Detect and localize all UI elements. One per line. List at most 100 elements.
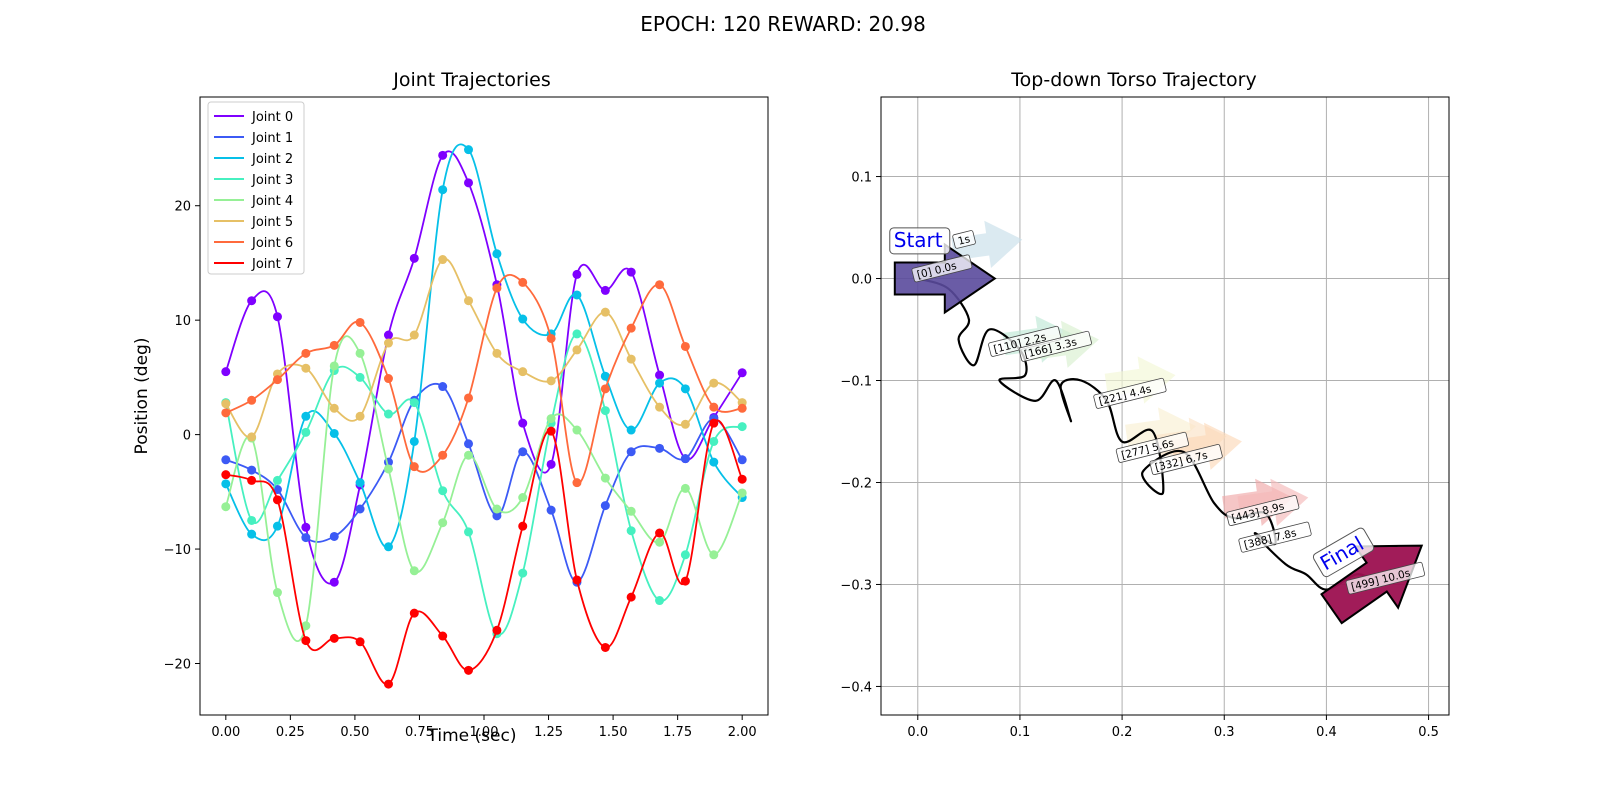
data-point-joint-4 bbox=[301, 621, 311, 631]
data-point-joint-6 bbox=[221, 408, 231, 418]
data-point-joint-6 bbox=[737, 403, 747, 413]
data-point-joint-5 bbox=[680, 419, 690, 429]
data-point-joint-5 bbox=[709, 378, 719, 388]
data-point-joint-6 bbox=[709, 402, 719, 412]
waypoint-label-text: 1s bbox=[957, 233, 972, 248]
data-point-joint-5 bbox=[329, 403, 339, 413]
y-tick-label: 0.0 bbox=[851, 273, 872, 288]
data-point-joint-0 bbox=[301, 522, 311, 532]
data-point-joint-5 bbox=[221, 399, 231, 409]
x-tick-label: 0.2 bbox=[1112, 725, 1133, 740]
data-point-joint-6 bbox=[546, 333, 556, 343]
x-tick-label: 0.75 bbox=[405, 725, 434, 740]
x-tick-label: 1.00 bbox=[470, 725, 499, 740]
data-point-joint-0 bbox=[655, 370, 665, 380]
x-tick-label: 0.0 bbox=[907, 725, 928, 740]
data-point-joint-7 bbox=[709, 418, 719, 428]
data-point-joint-6 bbox=[329, 340, 339, 350]
x-tick-label: 0.1 bbox=[1010, 725, 1031, 740]
data-point-joint-3 bbox=[572, 329, 582, 339]
waypoint-label-box bbox=[911, 254, 973, 283]
data-point-joint-3 bbox=[626, 526, 636, 536]
data-point-joint-7 bbox=[329, 633, 339, 643]
data-point-joint-4 bbox=[272, 588, 282, 598]
data-point-joint-3 bbox=[709, 436, 719, 446]
y-tick-label: 0 bbox=[183, 429, 191, 444]
data-point-joint-3 bbox=[355, 372, 365, 382]
waypoint-label-box bbox=[952, 230, 976, 249]
waypoint-label: [388] 7.8s bbox=[1238, 521, 1312, 553]
data-point-joint-2 bbox=[680, 384, 690, 394]
legend-entry-joint-1: Joint 1 bbox=[251, 131, 293, 146]
data-point-joint-3 bbox=[600, 406, 610, 416]
data-point-joint-7 bbox=[355, 637, 365, 647]
data-point-joint-4 bbox=[600, 473, 610, 483]
y-tick-label: −0.4 bbox=[840, 680, 872, 695]
data-point-joint-7 bbox=[383, 679, 393, 689]
data-point-joint-7 bbox=[301, 636, 311, 646]
data-point-joint-5 bbox=[492, 348, 502, 358]
data-point-joint-7 bbox=[247, 475, 257, 485]
data-point-joint-6 bbox=[438, 450, 448, 460]
data-point-joint-2 bbox=[626, 425, 636, 435]
data-point-joint-2 bbox=[383, 542, 393, 552]
joint-trajectories-title: Joint Trajectories bbox=[392, 69, 550, 91]
data-point-joint-1 bbox=[221, 455, 231, 465]
data-point-joint-4 bbox=[655, 537, 665, 547]
data-point-joint-3 bbox=[301, 427, 311, 437]
waypoint-label-box bbox=[1149, 444, 1223, 476]
data-point-joint-3 bbox=[247, 515, 257, 525]
data-point-joint-7 bbox=[464, 665, 474, 675]
data-point-joint-2 bbox=[709, 457, 719, 467]
data-point-joint-4 bbox=[680, 483, 690, 493]
legend-entry-joint-3: Joint 3 bbox=[251, 173, 293, 188]
data-point-joint-7 bbox=[438, 631, 448, 641]
data-point-joint-7 bbox=[221, 470, 231, 480]
data-point-joint-4 bbox=[464, 450, 474, 460]
data-point-joint-7 bbox=[518, 521, 528, 531]
legend-box bbox=[207, 101, 305, 275]
data-point-joint-2 bbox=[572, 290, 582, 300]
data-point-joint-7 bbox=[737, 474, 747, 484]
y-tick-label: 20 bbox=[174, 200, 191, 215]
y-tick-label: −10 bbox=[164, 543, 191, 558]
data-point-joint-3 bbox=[680, 550, 690, 560]
data-point-joint-1 bbox=[546, 505, 556, 515]
data-point-joint-0 bbox=[409, 253, 419, 263]
data-point-joint-2 bbox=[221, 479, 231, 489]
data-point-joint-7 bbox=[409, 608, 419, 618]
data-point-joint-4 bbox=[626, 506, 636, 516]
x-tick-label: 0.50 bbox=[340, 725, 369, 740]
torso-trajectory-panel: Top-down Torso Trajectory 0.0 0.1 0.2 0.3 0.… bbox=[840, 69, 1450, 740]
data-point-joint-0 bbox=[626, 267, 636, 277]
data-point-joint-5 bbox=[546, 376, 556, 386]
waypoint-label-box bbox=[1018, 330, 1092, 362]
x-tick-label: 0.5 bbox=[1418, 725, 1439, 740]
legend-entry-joint-0: Joint 0 bbox=[251, 110, 293, 125]
data-point-joint-7 bbox=[680, 576, 690, 586]
legend-entry-joint-2: Joint 2 bbox=[251, 152, 293, 167]
data-point-joint-5 bbox=[301, 363, 311, 373]
data-point-joint-1 bbox=[518, 447, 528, 457]
data-point-joint-7 bbox=[655, 528, 665, 538]
data-point-joint-3 bbox=[409, 398, 419, 408]
data-point-joint-6 bbox=[247, 395, 257, 405]
data-point-joint-0 bbox=[737, 368, 747, 378]
data-point-joint-0 bbox=[464, 178, 474, 188]
y-tick-label: 0.1 bbox=[851, 171, 872, 186]
data-point-joint-0 bbox=[572, 269, 582, 279]
data-point-joint-7 bbox=[600, 642, 610, 652]
data-point-joint-4 bbox=[546, 414, 556, 424]
data-point-joint-2 bbox=[247, 529, 257, 539]
data-point-joint-5 bbox=[438, 255, 448, 265]
data-point-joint-4 bbox=[383, 464, 393, 474]
y-tick-label: −0.3 bbox=[840, 578, 872, 593]
data-point-joint-3 bbox=[518, 568, 528, 578]
series-line-joint-4 bbox=[224, 335, 744, 642]
torso-trajectory-title: Top-down Torso Trajectory bbox=[1010, 69, 1256, 91]
data-point-joint-0 bbox=[518, 418, 528, 428]
data-point-joint-0 bbox=[546, 459, 556, 469]
data-point-joint-1 bbox=[355, 504, 365, 514]
data-point-joint-0 bbox=[600, 285, 610, 295]
